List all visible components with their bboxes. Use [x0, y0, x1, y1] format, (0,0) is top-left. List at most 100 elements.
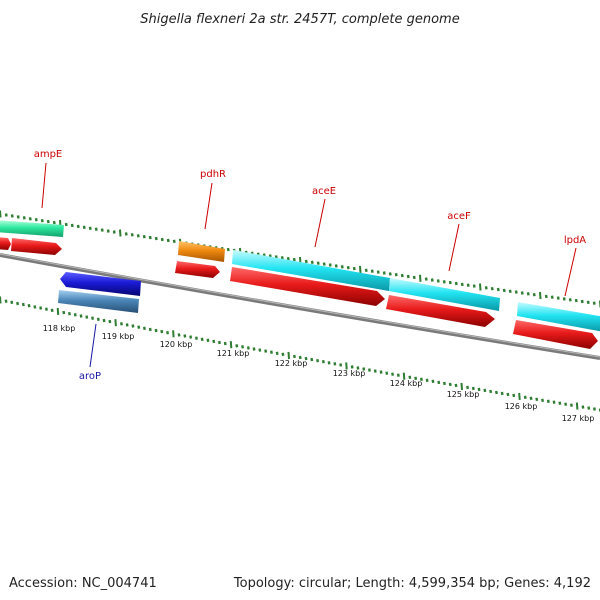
minor-tick	[448, 280, 452, 285]
minor-tick	[356, 366, 360, 370]
minor-tick	[241, 345, 244, 349]
minor-tick	[431, 379, 435, 383]
gene-label-arop: aroP	[79, 371, 101, 382]
gene-label-pdhr: pdhR	[200, 169, 226, 180]
minor-tick	[514, 290, 518, 294]
cds-arrow	[175, 261, 220, 278]
minor-tick	[523, 395, 527, 399]
minor-tick	[106, 229, 110, 233]
minor-tick	[76, 224, 80, 229]
minor-tick	[189, 335, 193, 339]
major-tick	[460, 382, 463, 390]
minor-tick	[394, 273, 398, 277]
minor-tick	[316, 261, 320, 265]
minor-tick	[350, 365, 354, 369]
minor-tick	[552, 400, 556, 404]
minor-tick	[339, 363, 343, 367]
minor-tick	[362, 367, 366, 371]
minor-tick	[406, 274, 410, 279]
minor-tick	[28, 217, 32, 221]
minor-tick	[574, 298, 578, 303]
scale-label: 127 kbp	[562, 414, 595, 423]
cds-arrow	[230, 267, 385, 306]
minor-tick	[391, 372, 394, 376]
minor-tick	[64, 222, 68, 227]
minor-tick	[68, 312, 71, 316]
minor-tick	[172, 239, 176, 243]
minor-tick	[568, 298, 572, 302]
gene-label-acee: aceE	[312, 186, 336, 197]
minor-tick	[556, 296, 560, 300]
minor-tick	[310, 357, 314, 362]
minor-tick	[376, 270, 380, 274]
minor-tick	[100, 228, 104, 232]
minor-tick	[352, 266, 356, 271]
minor-tick	[396, 373, 400, 377]
minor-tick	[500, 391, 504, 396]
minor-tick	[166, 331, 169, 335]
major-tick	[114, 319, 117, 327]
minor-tick	[512, 393, 516, 398]
minor-tick	[550, 295, 554, 299]
minor-tick	[292, 257, 296, 262]
minor-tick	[506, 392, 510, 397]
minor-tick	[82, 225, 86, 229]
minor-tick	[436, 279, 440, 283]
minor-tick	[414, 376, 418, 380]
major-tick	[479, 283, 482, 291]
minor-tick	[52, 220, 56, 225]
minor-tick	[235, 344, 239, 348]
cds-arrow	[11, 238, 62, 255]
minor-tick	[443, 381, 446, 386]
minor-tick	[448, 382, 452, 387]
inner-tick-ring	[0, 296, 600, 412]
leader-line	[204, 182, 213, 230]
minor-tick	[379, 370, 383, 374]
minor-tick	[472, 284, 476, 288]
cds-arrow	[386, 295, 495, 327]
major-tick	[0, 296, 2, 304]
minor-tick	[154, 236, 158, 241]
map-title: Shigella flexneri 2a str. 2457T, complet…	[140, 12, 459, 27]
minor-tick	[112, 230, 116, 234]
minor-tick	[108, 319, 112, 324]
gene-label-ampe: ampE	[34, 149, 63, 160]
minor-tick	[183, 334, 187, 338]
minor-tick	[45, 307, 48, 311]
scale-label: 122 kbp	[275, 359, 308, 368]
scale-label: 126 kbp	[505, 402, 538, 411]
gene-label-lpda: lpdA	[564, 235, 586, 246]
minor-tick	[94, 227, 98, 231]
minor-tick	[558, 401, 562, 405]
scale-label: 119 kbp	[102, 332, 135, 341]
minor-tick	[508, 289, 512, 293]
major-tick	[56, 307, 60, 315]
minor-tick	[581, 405, 585, 409]
minor-tick	[502, 288, 506, 293]
accession-label: Accession: NC_004741	[9, 576, 157, 591]
minor-tick	[10, 300, 14, 304]
minor-tick	[21, 302, 25, 307]
minor-tick	[544, 294, 548, 299]
minor-tick	[10, 214, 14, 218]
minor-tick	[437, 380, 441, 385]
minor-tick	[16, 301, 19, 306]
minor-tick	[529, 396, 533, 400]
minor-tick	[120, 322, 123, 326]
major-tick	[287, 351, 290, 359]
minor-tick	[177, 333, 181, 337]
minor-tick	[154, 328, 158, 333]
minor-tick	[586, 300, 590, 304]
minor-tick	[385, 371, 389, 375]
minor-tick	[70, 223, 74, 228]
leader-line	[89, 323, 97, 368]
minor-tick	[246, 346, 250, 350]
minor-tick	[442, 280, 446, 284]
minor-tick	[293, 354, 296, 359]
minor-tick	[310, 260, 314, 264]
minor-tick	[546, 399, 550, 403]
minor-tick	[46, 219, 50, 224]
minor-tick	[334, 264, 338, 268]
minor-tick	[275, 351, 279, 355]
